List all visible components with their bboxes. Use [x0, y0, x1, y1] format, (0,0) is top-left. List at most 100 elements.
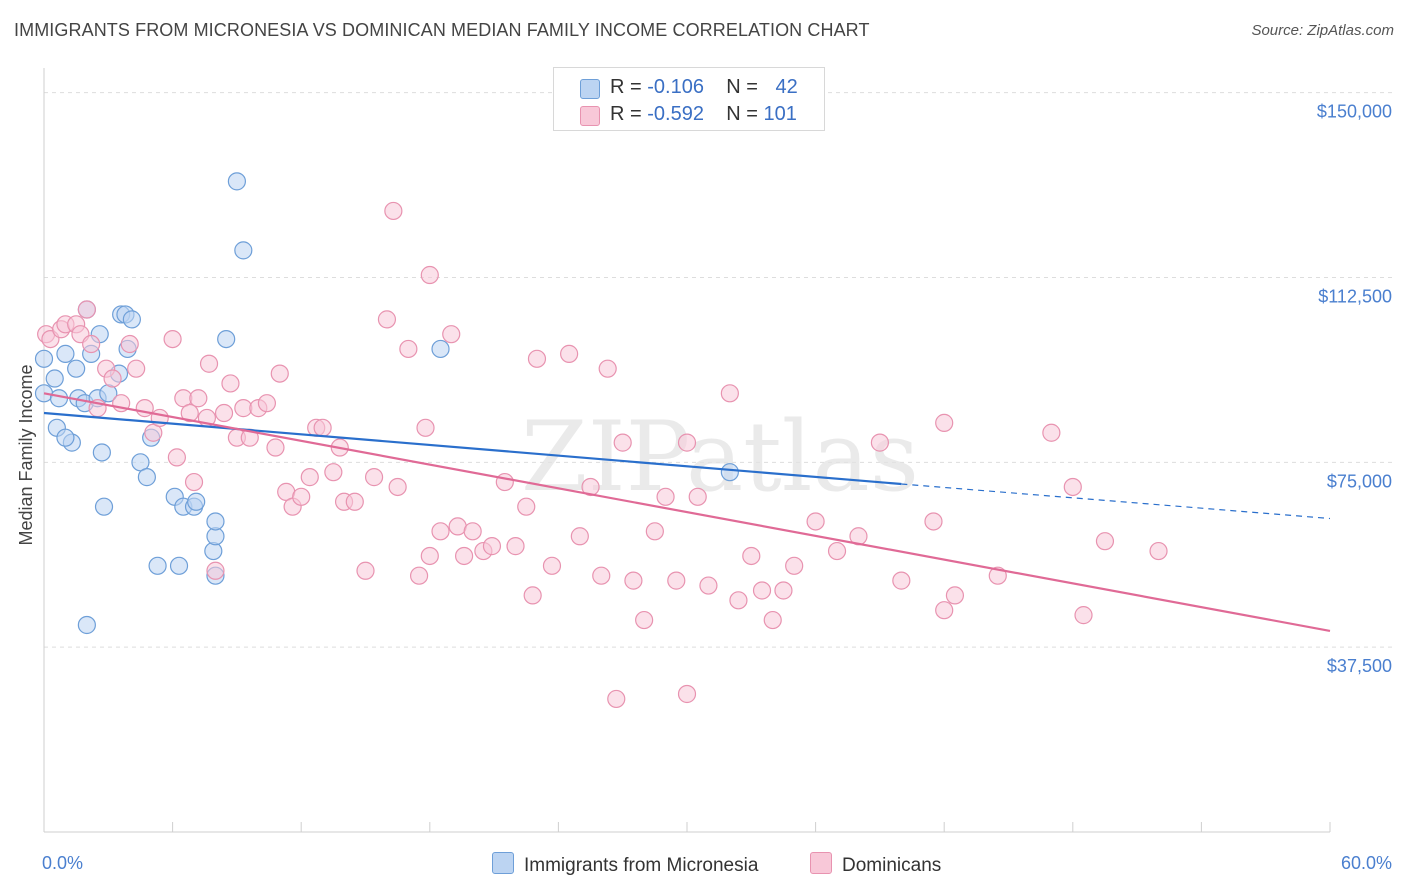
data-point-dominicans [945, 586, 965, 605]
bottom-legend-micronesia: Immigrants from Micronesia [492, 852, 758, 877]
data-point-micronesia [217, 329, 236, 349]
data-point-dominicans [667, 571, 686, 590]
data-point-dominicans [184, 472, 204, 492]
data-point-dominicans [624, 571, 643, 590]
data-point-dominicans [377, 310, 397, 329]
data-point-dominicans [364, 468, 384, 487]
x-tick-label: 60.0% [1341, 853, 1392, 873]
trend-line-micronesia-extension [901, 483, 1331, 520]
data-point-dominicans [827, 541, 847, 561]
data-point-dominicans [729, 591, 748, 610]
data-point-dominicans [409, 566, 429, 585]
data-point-dominicans [431, 522, 450, 541]
data-point-dominicans [206, 561, 225, 580]
bottom-legend-swatch-pink [810, 852, 832, 874]
data-point-dominicans [257, 394, 277, 413]
data-point-micronesia [234, 241, 253, 260]
legend-r-label: R = [610, 103, 642, 125]
data-point-dominicans [420, 265, 439, 285]
data-point-dominicans [635, 610, 654, 630]
data-point-dominicans [163, 329, 182, 349]
data-point-dominicans [292, 487, 311, 506]
data-point-dominicans [399, 339, 418, 359]
data-point-dominicans [892, 571, 911, 590]
data-point-micronesia [56, 428, 75, 447]
data-point-dominicans [752, 581, 772, 600]
bottom-legend-label: Immigrants from Micronesia [524, 855, 759, 876]
data-point-dominicans [448, 517, 467, 536]
data-point-dominicans [384, 201, 403, 221]
data-point-micronesia [45, 369, 64, 388]
grid-lines [44, 92, 1392, 648]
data-point-dominicans [720, 384, 739, 403]
legend-n-label: N = [726, 103, 758, 125]
y-tick-labels: $37,500 $75,000 $112,500 $150,000 [1317, 102, 1392, 677]
data-point-dominicans [463, 522, 482, 541]
data-point-dominicans [420, 546, 439, 566]
data-point-dominicans [300, 468, 319, 487]
data-point-dominicans [598, 359, 617, 378]
data-point-dominicans [1042, 423, 1061, 442]
data-point-micronesia [94, 497, 114, 516]
data-point-dominicans [82, 334, 101, 354]
data-point-dominicans [214, 403, 234, 423]
data-point-dominicans [1074, 606, 1093, 625]
data-point-dominicans [677, 684, 697, 704]
y-tick-label: $150,000 [1317, 102, 1392, 122]
bottom-legend-swatch-blue [492, 852, 514, 874]
data-point-dominicans [180, 403, 199, 423]
x-tick-labels: 0.0% 60.0% [42, 853, 1392, 873]
trend-lines [43, 392, 1331, 632]
x-ticks [43, 822, 1331, 832]
data-point-dominicans [742, 546, 761, 566]
data-point-dominicans [199, 354, 219, 373]
data-point-micronesia [56, 344, 75, 363]
data-point-dominicans [935, 413, 954, 432]
data-point-dominicans [313, 418, 332, 437]
data-point-micronesia [148, 556, 167, 575]
legend-r-value: -0.592 [647, 103, 704, 125]
legend-n-value: 42 [775, 76, 798, 98]
data-point-dominicans [699, 576, 718, 595]
trend-line-micronesia [43, 411, 902, 486]
data-point-dominicans [935, 601, 954, 620]
data-point-dominicans [120, 334, 139, 354]
legend-r-label: R = [610, 76, 642, 98]
data-point-dominicans [482, 537, 502, 556]
y-tick-label: $37,500 [1327, 656, 1392, 676]
data-point-micronesia [720, 463, 739, 482]
data-point-dominicans [924, 512, 943, 531]
data-point-dominicans [517, 497, 536, 516]
legend: R = -0.106 N = 42 R = -0.592 N = 101 [553, 67, 825, 131]
y-tick-label: $112,500 [1318, 286, 1392, 306]
data-point-dominicans [388, 477, 407, 497]
data-point-dominicans [645, 522, 664, 541]
data-point-micronesia [187, 492, 206, 511]
data-point-dominicans [607, 689, 626, 709]
data-point-dominicans [1063, 477, 1082, 497]
data-point-dominicans [167, 448, 186, 467]
data-point-dominicans [356, 561, 375, 580]
data-point-dominicans [127, 359, 146, 378]
legend-swatch-pink [580, 106, 600, 126]
data-point-micronesia [431, 339, 450, 359]
legend-n-value: 101 [763, 103, 797, 125]
legend-n-label: N = [726, 76, 758, 98]
data-point-micronesia [77, 615, 96, 635]
data-point-dominicans [77, 300, 96, 319]
data-point-micronesia [206, 512, 225, 531]
legend-swatch-blue [580, 79, 600, 99]
y-axis-label: Median Family Income [16, 364, 36, 545]
data-point-dominicans [324, 463, 343, 482]
data-point-micronesia [169, 556, 189, 575]
data-point-dominicans [266, 438, 285, 457]
chart-source: Source: ZipAtlas.com [1251, 22, 1394, 39]
x-tick-label: 0.0% [42, 853, 83, 873]
chart-title: IMMIGRANTS FROM MICRONESIA VS DOMINICAN … [14, 20, 870, 40]
data-point-dominicans [785, 556, 804, 575]
trend-line-dominicans [43, 392, 1331, 632]
data-point-dominicans [870, 433, 890, 452]
data-point-micronesia [227, 172, 246, 191]
data-point-micronesia [67, 359, 86, 378]
